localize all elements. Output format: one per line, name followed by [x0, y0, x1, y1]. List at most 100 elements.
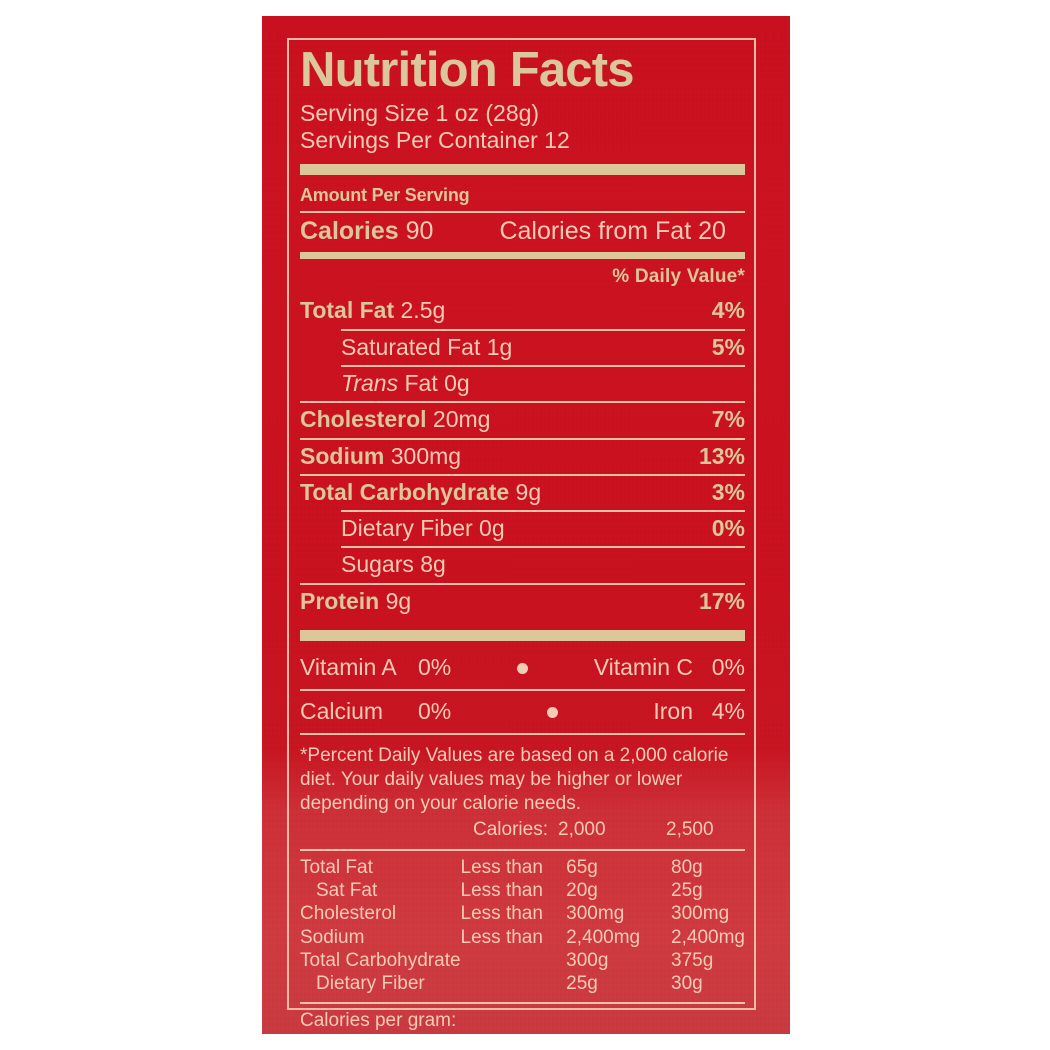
nutrient-divider [300, 473, 745, 476]
divider-thick-top [300, 164, 745, 176]
nutrient-name-amount: Sugars 8g [300, 552, 446, 577]
nutrient-divider [300, 401, 745, 404]
dv-row-value-2000: 65g [566, 856, 598, 878]
dv-row-less-than: Less than [460, 880, 543, 902]
calories-per-gram-title: Calories per gram: [300, 1010, 457, 1032]
vitamin-right-name: Iron [653, 697, 693, 724]
nutrient-divider [341, 328, 745, 331]
nutrient-daily-value: 3% [711, 478, 745, 505]
vitamin-divider [300, 688, 745, 691]
nutrient-row: Total Fat 2.5g 4% [300, 294, 745, 328]
table-row: Total Carbohydrate 300g 375g [300, 949, 745, 972]
dv-row-value-2500: 300mg [671, 903, 730, 925]
vitamin-right-name: Vitamin C [593, 653, 693, 680]
nutrient-divider [341, 546, 745, 549]
divider-thick-under-protein [300, 629, 745, 641]
nutrient-name: Trans [341, 369, 399, 396]
calories-columns-label: Calories: [473, 818, 548, 840]
nutrient-row: Protein 9g 17% [300, 585, 745, 619]
nutrient-name-amount: Trans Fat 0g [300, 369, 470, 396]
nutrient-name: Protein [300, 587, 380, 614]
dv-row-less-than [461, 972, 567, 995]
nutrient-daily-value: 7% [711, 406, 745, 433]
servings-per-container-line: Servings Per Container 12 [300, 126, 570, 153]
dv-row-value-2000: 2,400mg [566, 926, 641, 948]
table-row: Total Fat Less than 65g 80g [300, 856, 745, 879]
calories-columns-header: Calories: 2,000 2,500 [300, 816, 745, 843]
nutrient-name-amount: Total Carbohydrate 9g [300, 478, 542, 505]
nutrient-amount: 8g [413, 551, 446, 578]
table-row: Sat Fat Less than 20g 25g [300, 879, 745, 902]
nutrient-amount: 20mg [426, 406, 491, 433]
dv-row-value-2500: 25g [671, 880, 703, 902]
dv-row-value-2000: 300mg [566, 903, 625, 925]
nutrient-list: Total Fat 2.5g 4% Saturated Fat 1g 5% Trans … [300, 294, 745, 619]
nutrient-daily-value: 17% [698, 587, 745, 614]
dv-row-less-than [461, 949, 567, 972]
nutrient-row: Trans Fat 0g [300, 367, 745, 401]
nutrient-name-amount: Protein 9g [300, 587, 412, 614]
panel-keyline-border [287, 38, 756, 1010]
table-row: Sodium Less than 2,400mg 2,400mg [300, 926, 745, 949]
nutrient-name: Total Fat [300, 297, 395, 324]
dv-row-value-2000: 300g [566, 949, 609, 971]
daily-value-header: % Daily Value* [612, 266, 745, 288]
nutrient-divider [341, 364, 745, 367]
nutrient-amount: 1g [480, 333, 513, 360]
nutrient-amount: 300mg [384, 442, 462, 469]
dv-row-less-than: Less than [460, 903, 543, 925]
page-title: Nutrition Facts [300, 43, 635, 97]
dv-table-body: Total Fat Less than 65g 80g Sat Fat Less than… [300, 856, 745, 996]
nutrient-amount: 2.5g [394, 297, 446, 324]
nutrient-name-amount: Cholesterol 20mg [300, 407, 490, 432]
daily-value-reference-table: Total Fat Less than 65g 80g Sat Fat Less than… [300, 856, 745, 996]
nutrient-divider [341, 510, 745, 513]
calories-from-fat: Calories from Fat 20 [499, 217, 726, 246]
vitamin-right-value: 4% [711, 697, 745, 724]
nutrient-name: Sugars [341, 551, 414, 578]
dv-row-value-2000: 25g [566, 973, 598, 995]
nutrient-name-amount: Saturated Fat 1g [300, 333, 513, 360]
nutrient-row: Total Carbohydrate 9g 3% [300, 476, 745, 510]
dv-row-value-2500: 375g [671, 949, 714, 971]
divider-above-calories-per-gram [300, 1002, 745, 1005]
nutrition-label-content: Nutrition Facts Serving Size 1 oz (28g) … [300, 43, 745, 1034]
dv-row-name: Sodium [300, 926, 365, 948]
bullet-dot-icon [451, 654, 593, 681]
dv-row-name: Cholesterol [300, 903, 397, 925]
vitamin-left-value: 0% [418, 697, 452, 724]
nutrient-name: Cholesterol [300, 406, 427, 433]
nutrient-name-amount: Dietary Fiber 0g [300, 515, 505, 542]
nutrient-name-amount: Total Fat 2.5g [300, 298, 445, 323]
bullet-dot-icon [451, 698, 653, 725]
dv-row-name: Total Fat [300, 856, 373, 878]
dv-row-value-2500: 2,400mg [671, 926, 745, 948]
nutrient-divider [300, 582, 745, 585]
nutrient-daily-value: 13% [698, 442, 745, 469]
calories-column-2500: 2,500 [666, 818, 714, 840]
calories-per-gram-row: Fat 9 • Carbohyrdate 4 • Protein 4 [300, 1033, 745, 1034]
nutrient-amount: 9g [379, 587, 412, 614]
nutrient-daily-value: 4% [711, 297, 745, 324]
dv-row-less-than: Less than [460, 856, 543, 878]
dv-row-name: Dietary Fiber [316, 973, 425, 995]
dv-row-value-2500: 80g [671, 856, 703, 878]
nutrient-daily-value: 0% [711, 515, 745, 542]
daily-value-footnote: *Percent Daily Values are based on a 2,0… [300, 744, 729, 814]
calories-label: Calories [300, 217, 399, 246]
nutrient-row: Sugars 8g [300, 548, 745, 582]
calories-main: Calories 90 [300, 217, 433, 246]
divider-rule-above-calories [300, 211, 745, 214]
nutrient-row: Cholesterol 20mg 7% [300, 403, 745, 437]
nutrient-name-amount: Sodium 300mg [300, 442, 462, 469]
nutrient-amount: 9g [509, 478, 542, 505]
vitamin-list: Vitamin A 0% Vitamin C 0% Calcium 0% Iron 4% [300, 647, 745, 733]
nutrient-name: Dietary Fiber [341, 515, 473, 542]
calories-row: Calories 90 Calories from Fat 20 [300, 213, 745, 250]
nutrient-amount: 0g [472, 515, 505, 542]
serving-size-line: Serving Size 1 oz (28g) [300, 99, 540, 126]
amount-per-serving-label: Amount Per Serving [300, 185, 470, 206]
nutrient-row: Saturated Fat 1g 5% [300, 331, 745, 365]
nutrition-facts-panel: Nutrition Facts Serving Size 1 oz (28g) … [262, 16, 790, 1034]
